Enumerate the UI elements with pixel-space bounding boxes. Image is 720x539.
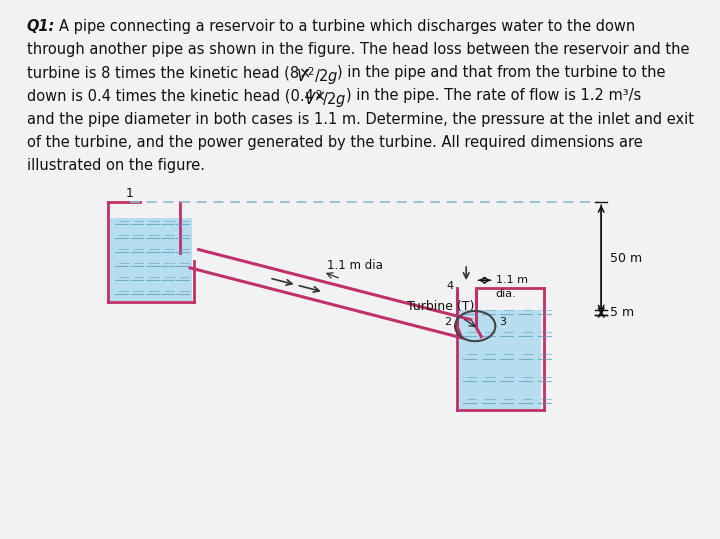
Text: 1: 1 (126, 186, 133, 200)
Text: $V^2/2g$: $V^2/2g$ (304, 88, 346, 110)
Text: 50 m: 50 m (610, 252, 642, 265)
Text: through another pipe as shown in the figure. The head loss between the reservoir: through another pipe as shown in the fig… (27, 42, 689, 57)
Text: turbine is 8 times the kinetic head (8×: turbine is 8 times the kinetic head (8× (27, 65, 311, 80)
Text: down is 0.4 times the kinetic head (0.4×: down is 0.4 times the kinetic head (0.4× (27, 88, 325, 103)
Text: 1.1 m dia: 1.1 m dia (327, 259, 382, 272)
Polygon shape (110, 218, 192, 301)
Text: 1.1 m: 1.1 m (496, 275, 528, 285)
Text: 4: 4 (446, 281, 454, 291)
Text: 2: 2 (444, 316, 451, 327)
Text: and the pipe diameter in both cases is 1.1 m. Determine, the pressure at the inl: and the pipe diameter in both cases is 1… (27, 112, 693, 127)
Text: ) in the pipe. The rate of flow is 1.2 m³/s: ) in the pipe. The rate of flow is 1.2 m… (346, 88, 641, 103)
Text: of the turbine, and the power generated by the turbine. All required dimensions : of the turbine, and the power generated … (27, 135, 642, 150)
Text: illustrated on the figure.: illustrated on the figure. (27, 158, 204, 173)
Text: $V^2/2g$: $V^2/2g$ (296, 65, 338, 87)
Text: Turbine (T): Turbine (T) (407, 300, 474, 313)
Text: dia.: dia. (496, 289, 516, 299)
Polygon shape (459, 310, 541, 409)
Text: 3: 3 (499, 316, 506, 327)
Text: A pipe connecting a reservoir to a turbine which discharges water to the down: A pipe connecting a reservoir to a turbi… (59, 19, 635, 34)
Text: Q1:: Q1: (27, 19, 55, 34)
Text: 5 m: 5 m (610, 306, 634, 319)
Text: ) in the pipe and that from the turbine to the: ) in the pipe and that from the turbine … (337, 65, 665, 80)
